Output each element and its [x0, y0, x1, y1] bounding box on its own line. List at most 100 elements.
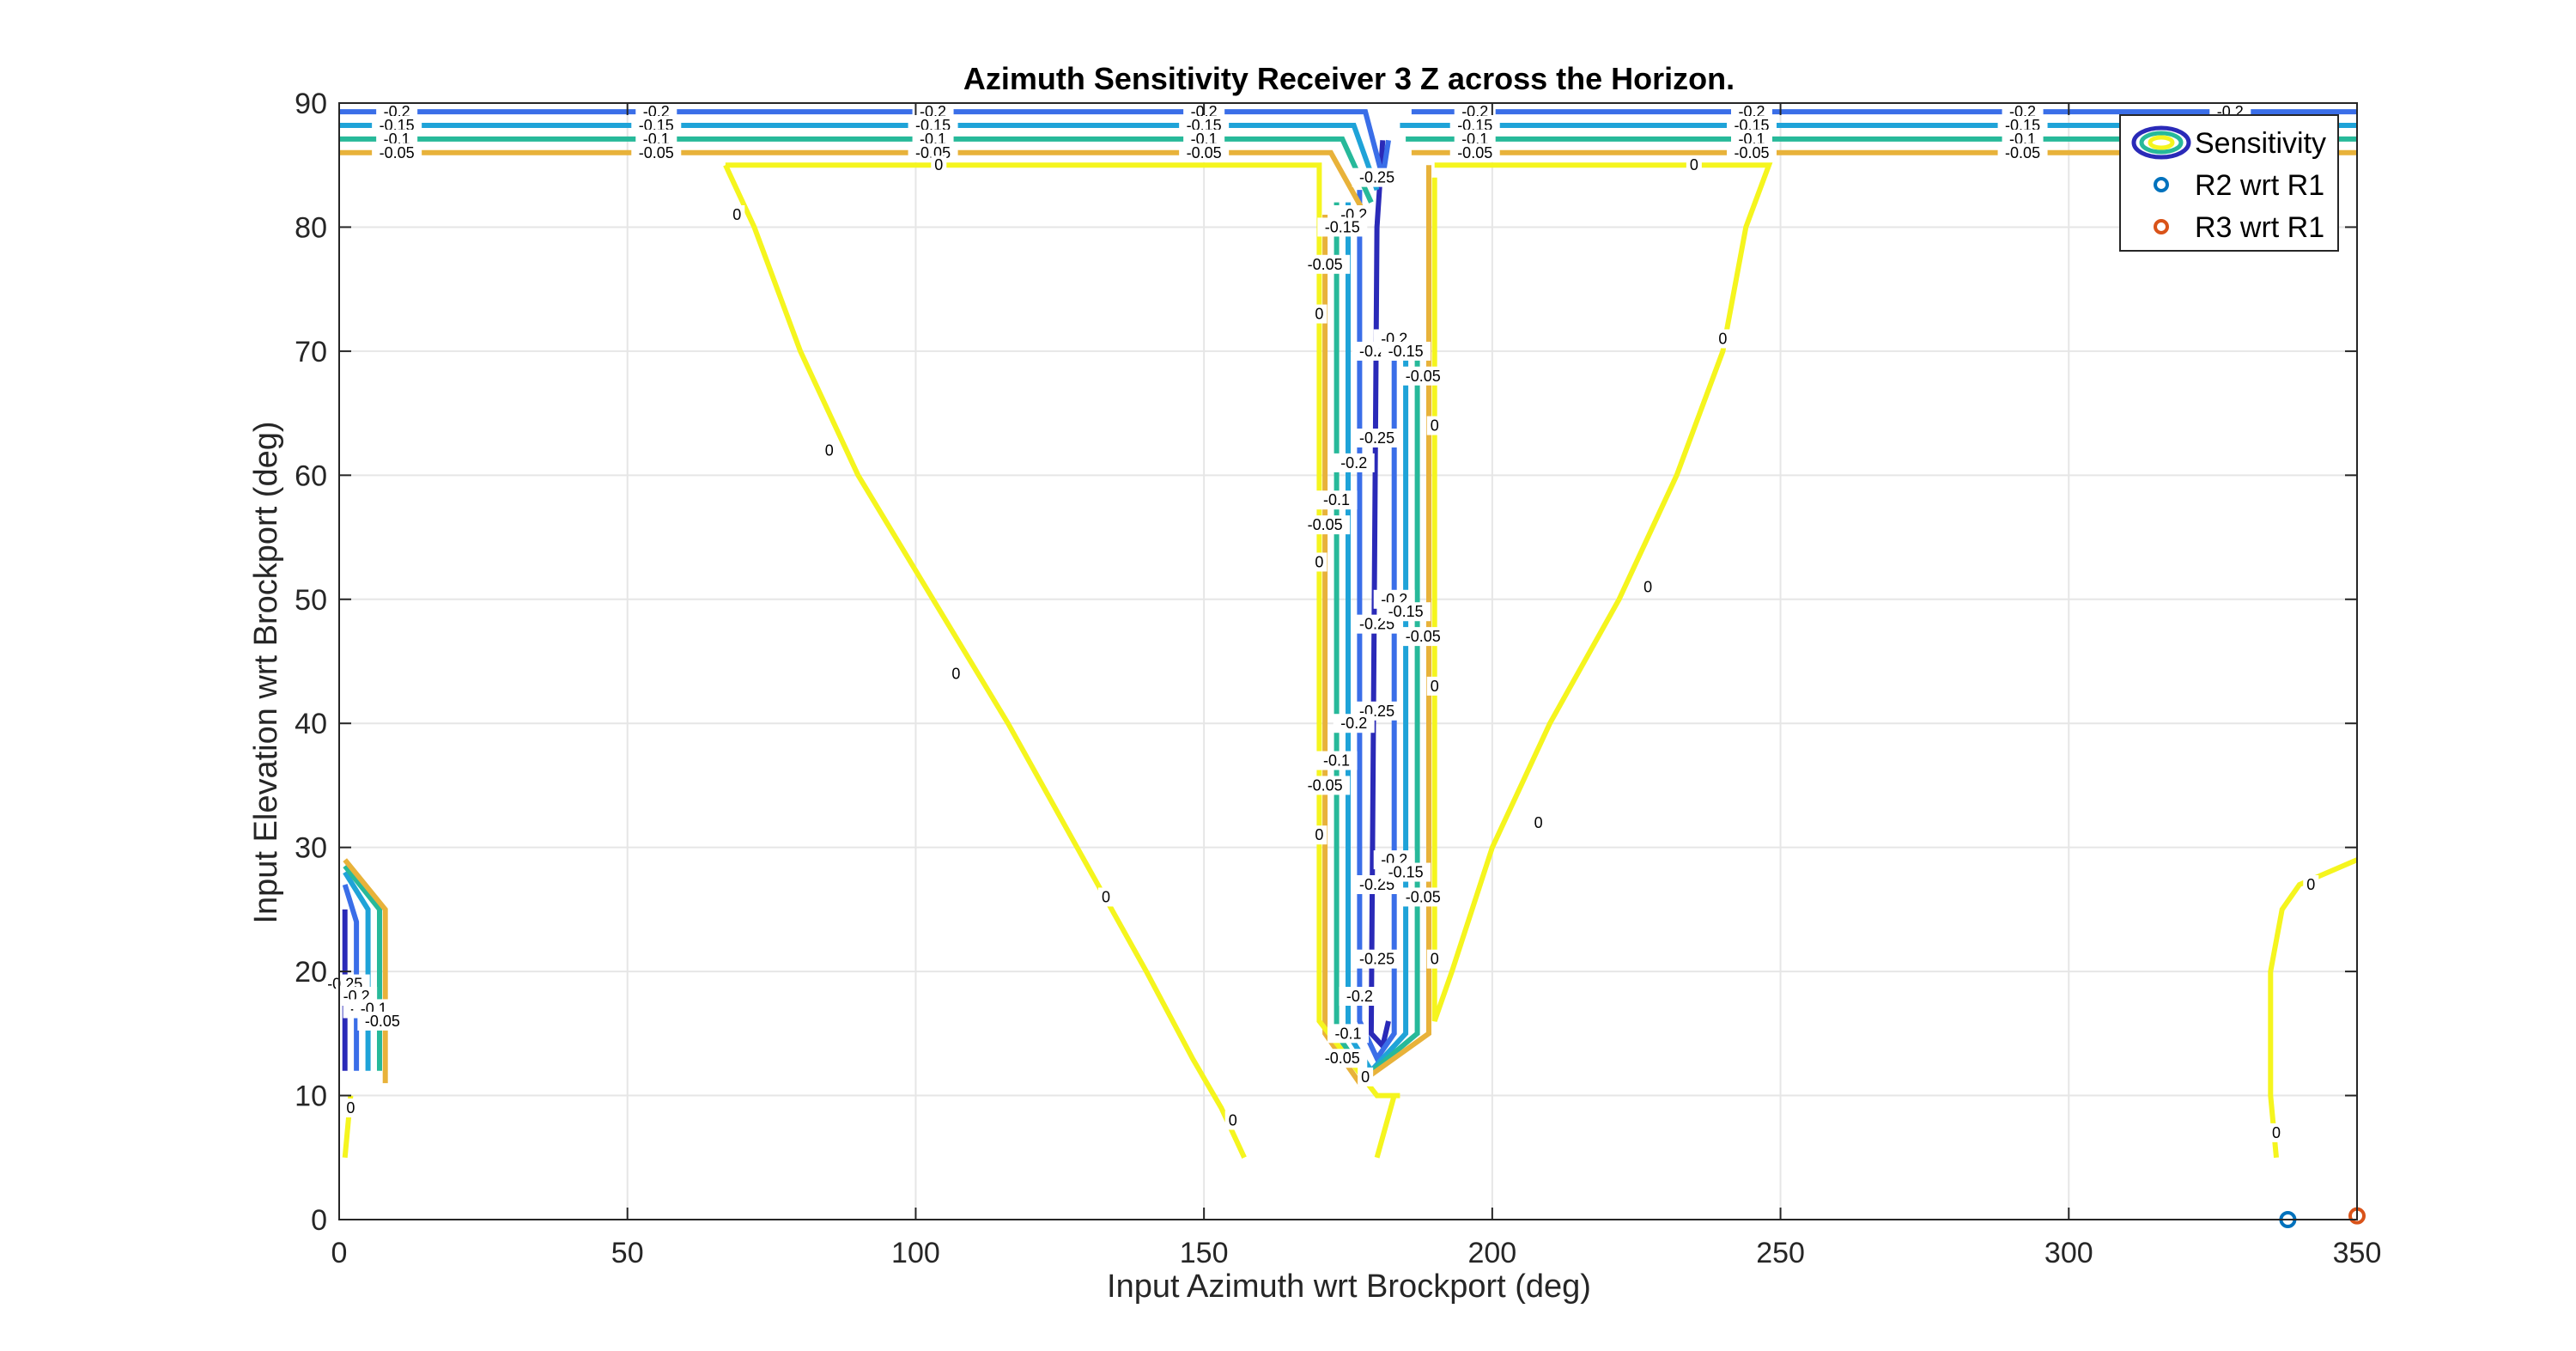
contour-label: -0.15 [1388, 864, 1424, 881]
contour-label: 0 [934, 156, 943, 173]
contour-label: 0 [1431, 417, 1439, 435]
contour-label: -0.2 [1340, 454, 1367, 472]
contour-line-0 [723, 163, 1247, 1159]
contour-label: -0.2 [1340, 715, 1367, 732]
y-tick-label: 0 [311, 1204, 327, 1237]
contour-label: -0.15 [1325, 218, 1360, 235]
contour-label: -0.05 [1308, 256, 1343, 273]
contour-label-bg [372, 143, 422, 162]
contour-label: -0.1 [1334, 1025, 1361, 1042]
contour-label: -0.05 [1325, 1050, 1360, 1067]
legend-marker-r2 [2154, 177, 2169, 192]
contour-label: -0.05 [1457, 144, 1492, 161]
contour-label: 0 [2272, 1124, 2281, 1141]
y-tick-label: 80 [295, 211, 327, 244]
legend-label-sensitivity: Sensitivity [2195, 127, 2326, 160]
contour-label-bg [1315, 751, 1358, 770]
contour-label: -0.25 [1359, 429, 1394, 447]
contour-label-bg [1327, 1024, 1369, 1044]
contour-label-bg [1449, 143, 1500, 162]
contour-label-bg [1224, 1111, 1241, 1130]
x-axis-ticks: 0 50 100 150 200 250 300 350 [331, 103, 2382, 1269]
contour-label: -0.05 [639, 144, 674, 161]
contour-label: 0 [1315, 826, 1323, 843]
contour-label: 0 [732, 206, 741, 223]
legend-marker-r3 [2154, 219, 2169, 234]
contour-label: -0.25 [1359, 169, 1394, 186]
contour-label: -0.05 [1187, 144, 1222, 161]
contour-label-bg [1727, 143, 1777, 162]
contour-label-bg [357, 1011, 408, 1031]
contour-label: 0 [1643, 578, 1652, 595]
contour-label: -0.05 [1406, 628, 1441, 645]
contour-label-bg [1530, 812, 1546, 832]
contour-label-bg [1381, 862, 1431, 882]
contour-label-bg [931, 155, 947, 175]
contour-line--0.2 [339, 109, 1391, 179]
y-tick-label: 50 [295, 584, 327, 617]
contour-label-bg [1426, 676, 1443, 696]
contour-line-0 [1374, 1094, 1397, 1159]
contour-label-bg [1997, 143, 2048, 162]
legend-sensitivity-icon [2131, 125, 2191, 160]
contour-label-bg [1398, 627, 1449, 647]
contour-label-bg [729, 205, 745, 224]
contour-label-bg [1317, 1049, 1368, 1068]
legend: Sensitivity R2 wrt R1 R3 wrt R1 [2119, 114, 2339, 252]
contour-label: 0 [346, 1099, 355, 1117]
contour-label: -0.05 [1406, 888, 1441, 905]
contour-label: 0 [1102, 888, 1110, 905]
contour-label-bg [1300, 776, 1351, 795]
contour-label-bg [343, 1098, 359, 1117]
contour-label: 0 [1690, 156, 1698, 173]
y-tick-label: 70 [295, 336, 327, 368]
contour-label: 0 [1431, 678, 1439, 695]
contour-label: 0 [951, 665, 960, 682]
contour-label-bg [1715, 329, 1731, 349]
contour-label: 0 [1431, 951, 1439, 968]
contour-label-bg [1398, 366, 1449, 386]
contour-label: 0 [1315, 553, 1323, 570]
y-tick-label: 20 [295, 956, 327, 989]
y-axis-label: Input Elevation wrt Brockport (deg) [248, 421, 284, 923]
contour-label-bg [1398, 887, 1449, 907]
contour-label-bg [1352, 429, 1402, 447]
y-tick-label: 40 [295, 708, 327, 740]
contour-label-bg [1352, 167, 1402, 187]
contour-label-bg [631, 143, 682, 162]
contour-label-bg [1300, 515, 1351, 535]
contour-label-bg [1179, 143, 1230, 162]
contour-label-bg [1339, 987, 1381, 1006]
contour-line--0.2 [342, 884, 360, 1071]
x-tick-label: 250 [1756, 1237, 1805, 1269]
contour-label: 0 [1718, 330, 1727, 347]
contour-label-bg [1317, 217, 1368, 237]
contour-label-bg [1315, 490, 1358, 510]
contour-label-bg [1358, 1067, 1374, 1086]
contour-label-bg [1640, 577, 1656, 597]
x-axis-label: Input Azimuth wrt Brockport (deg) [1107, 1269, 1591, 1305]
axes-box [338, 102, 2358, 1220]
contour-label: -0.1 [1323, 491, 1350, 508]
contour-label-bg [1426, 416, 1443, 435]
contour-label: 0 [1534, 814, 1543, 831]
contour-label: 0 [2306, 876, 2315, 893]
contour-label-bg [1381, 602, 1431, 622]
contour-labels: -0.2 -0.15 -0.1 -0.05 -0.2 -0.15 -0.1 -0.05 -0.2… [319, 102, 2319, 1142]
contour-label: 0 [1315, 306, 1323, 323]
x-tick-label: 350 [2333, 1237, 2382, 1269]
contour-label-bg [1333, 453, 1375, 472]
contour-label-bg [821, 441, 837, 460]
chart-title: Azimuth Sensitivity Receiver 3 Z across … [963, 61, 1735, 96]
contour-label-bg [948, 664, 964, 684]
contour-label: 0 [1361, 1068, 1370, 1086]
contour-label: -0.05 [365, 1013, 400, 1030]
contour-label: 0 [825, 441, 834, 459]
contour-line--0.2 [1357, 190, 1397, 1064]
contour-label-bg [1300, 254, 1351, 274]
legend-label-r3: R3 wrt R1 [2195, 211, 2324, 244]
contour-label-bg [1686, 155, 1702, 175]
contour-label: -0.25 [1359, 951, 1394, 968]
y-tick-label: 90 [295, 88, 327, 120]
